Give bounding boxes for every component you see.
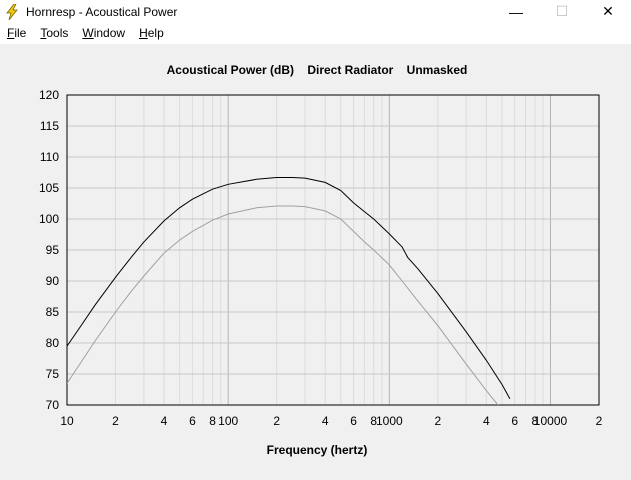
minimize-icon: — xyxy=(509,3,523,20)
x-tick-label: 6 xyxy=(189,414,196,428)
x-tick-label: 10 xyxy=(60,414,74,428)
y-tick-label: 80 xyxy=(46,336,60,350)
lightning-icon xyxy=(6,3,18,20)
y-tick-label: 85 xyxy=(46,305,60,319)
x-tick-label: 8 xyxy=(209,414,216,428)
x-tick-label: 8 xyxy=(370,414,377,428)
x-tick-label: 6 xyxy=(350,414,357,428)
y-tick-label: 70 xyxy=(46,398,60,412)
window-controls: — ☐ ✕ xyxy=(493,0,631,23)
x-tick-label: 2 xyxy=(112,414,119,428)
title-bar: Hornresp - Acoustical Power — ☐ ✕ xyxy=(0,0,631,23)
plot-frame xyxy=(66,94,600,406)
x-tick-label: 6 xyxy=(511,414,518,428)
menu-window[interactable]: Window xyxy=(82,26,126,40)
x-tick-label: 1000 xyxy=(376,414,403,428)
acoustical-power-chart: Acoustical Power (dB) Direct Radiator Un… xyxy=(39,63,603,457)
close-icon: ✕ xyxy=(602,3,614,19)
menu-file[interactable]: File xyxy=(7,26,27,40)
y-tick-label: 75 xyxy=(46,367,60,381)
close-button[interactable]: ✕ xyxy=(585,0,631,23)
x-tick-label: 4 xyxy=(322,414,329,428)
y-tick-label: 95 xyxy=(46,243,60,257)
y-tick-label: 115 xyxy=(40,119,59,133)
y-tick-label: 110 xyxy=(40,150,59,164)
maximize-icon: ☐ xyxy=(555,3,569,19)
x-tick-label: 2 xyxy=(273,414,280,428)
maximize-button[interactable]: ☐ xyxy=(539,0,585,23)
x-tick-label: 4 xyxy=(483,414,490,428)
chart-title: Acoustical Power (dB) Direct Radiator Un… xyxy=(167,63,468,77)
series-line-2 xyxy=(67,205,499,405)
minimize-button[interactable]: — xyxy=(493,0,539,23)
x-tick-label: 2 xyxy=(434,414,441,428)
menu-help[interactable]: Help xyxy=(139,26,164,40)
y-tick-label: 100 xyxy=(39,212,59,226)
x-axis-label: Frequency (hertz) xyxy=(267,443,368,457)
plot-area: Acoustical Power (dB) Direct Radiator Un… xyxy=(0,45,631,475)
y-tick-label: 120 xyxy=(39,88,59,102)
x-tick-label: 4 xyxy=(161,414,168,428)
x-tick-label: 10000 xyxy=(534,414,568,428)
menu-tools[interactable]: Tools xyxy=(40,26,69,40)
x-tick-label: 100 xyxy=(218,414,238,428)
x-tick-label: 2 xyxy=(596,414,603,428)
window-title: Hornresp - Acoustical Power xyxy=(26,4,178,19)
y-tick-label: 90 xyxy=(46,274,60,288)
y-tick-label: 105 xyxy=(39,181,59,195)
series-line-1 xyxy=(67,177,511,400)
menu-bar: File Tools Window Help xyxy=(0,23,631,45)
x-tick-label: 8 xyxy=(532,414,539,428)
